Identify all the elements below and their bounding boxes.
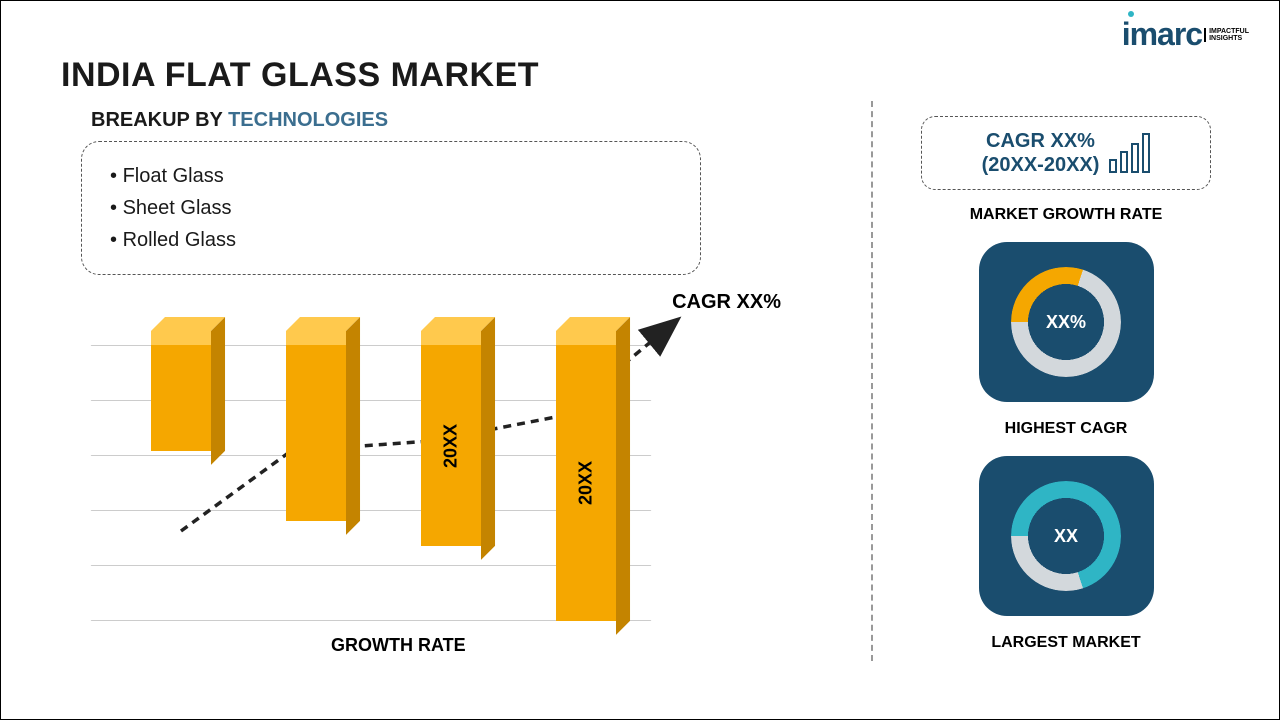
growth-rate-label: MARKET GROWTH RATE (970, 206, 1163, 224)
vertical-divider (871, 101, 873, 661)
right-panel: MARKET GROWTH RATE XX% HIGHEST CAGR XX L… (921, 206, 1211, 652)
cagr-summary-box: CAGR XX%(20XX-20XX) (921, 116, 1211, 190)
tech-item: • Float Glass (110, 160, 672, 192)
highest-cagr-card: XX% (979, 242, 1154, 402)
chart-x-label: GROWTH RATE (331, 635, 466, 656)
largest-market-card: XX (979, 456, 1154, 616)
tech-item: • Sheet Glass (110, 192, 672, 224)
growth-chart: 20XX20XX CAGR XX% GROWTH RATE (91, 301, 791, 651)
logo-text: imarc (1122, 16, 1202, 53)
tech-item: • Rolled Glass (110, 224, 672, 256)
technologies-box: • Float Glass • Sheet Glass • Rolled Gla… (81, 141, 701, 275)
largest-market-value: XX (1054, 526, 1078, 547)
brand-logo: imarc IMPACTFULINSIGHTS (1122, 16, 1249, 53)
page-title: INDIA FLAT GLASS MARKET (61, 56, 539, 95)
mini-bars-icon (1109, 133, 1150, 173)
logo-tagline: IMPACTFULINSIGHTS (1204, 28, 1249, 42)
logo-dot-icon (1128, 11, 1134, 17)
highest-cagr-value: XX% (1046, 312, 1086, 333)
highest-cagr-label: HIGHEST CAGR (1005, 420, 1128, 438)
breakup-subtitle: BREAKUP BY TECHNOLOGIES (91, 109, 388, 132)
largest-market-label: LARGEST MARKET (991, 634, 1140, 652)
cagr-summary-text: CAGR XX%(20XX-20XX) (982, 129, 1100, 177)
chart-bars: 20XX20XX (151, 331, 616, 621)
cagr-annotation: CAGR XX% (672, 291, 781, 314)
